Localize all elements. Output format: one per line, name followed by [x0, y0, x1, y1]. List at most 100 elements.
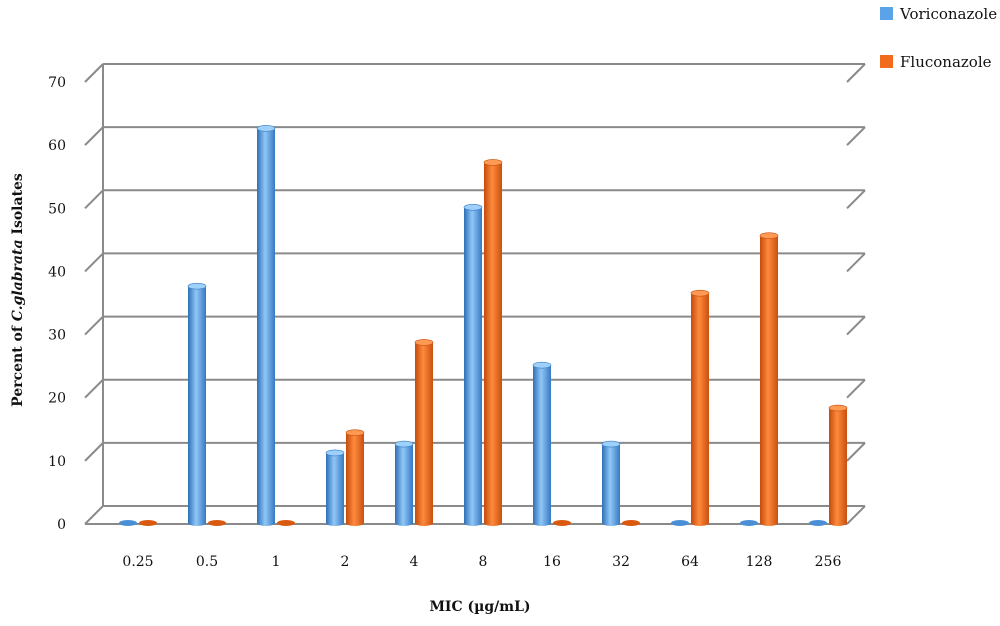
bar-body — [691, 293, 709, 523]
y-axis-title-prefix: Percent of — [10, 321, 26, 407]
bar-fluconazole-16 — [553, 520, 571, 526]
bar-voriconazole-64 — [671, 520, 689, 526]
bar-base — [188, 520, 206, 526]
x-tick-label: 1 — [272, 554, 281, 570]
bar-body — [464, 207, 482, 524]
x-tick-label: 128 — [746, 554, 773, 570]
bar-voriconazole-8 — [463, 203, 483, 526]
bar-fluconazole-0.5 — [208, 520, 226, 526]
bar-top — [463, 203, 483, 211]
bar-zero-cap — [671, 520, 689, 526]
bar-fluconazole-1 — [277, 520, 295, 526]
bar-zero-cap — [119, 520, 137, 526]
bar-zero-cap — [740, 520, 758, 526]
bar-top — [414, 339, 434, 346]
legend-label-voriconazole: Voriconazole — [899, 5, 997, 23]
gridline-diagonal — [84, 442, 104, 462]
bar-voriconazole-2 — [325, 449, 345, 526]
bar-base — [760, 520, 778, 526]
y-tick-label: 70 — [48, 75, 66, 91]
bar-top — [325, 449, 345, 457]
gridline-right-edge — [846, 505, 866, 525]
bar-voriconazole-4 — [394, 440, 414, 526]
bar-zero-cap — [553, 520, 571, 526]
y-tick-label: 40 — [48, 264, 66, 280]
bar-fluconazole-4 — [414, 339, 434, 526]
bars-layer — [119, 125, 848, 526]
bar-base — [691, 520, 709, 526]
bar-top — [759, 232, 779, 239]
gridline-right-edge — [846, 189, 866, 209]
bar-voriconazole-16 — [532, 361, 552, 526]
y-axis-title-suffix: Isolates — [10, 173, 26, 239]
bar-voriconazole-1 — [256, 125, 276, 526]
y-tick-label: 0 — [57, 517, 66, 533]
bar-top — [483, 159, 503, 166]
bar-fluconazole-256 — [828, 404, 848, 526]
legend-label-fluconazole: Fluconazole — [900, 53, 992, 71]
bar-base — [829, 520, 847, 526]
x-tick-label: 256 — [815, 554, 842, 570]
y-axis-title-species: C.glabrata — [10, 239, 26, 321]
bar-base — [326, 520, 344, 526]
bar-voriconazole-0.25 — [119, 520, 137, 526]
x-axis-ticks: 0.25 0.5 1 2 4 8 16 32 64 128 256 — [122, 554, 841, 570]
legend-swatch-voriconazole — [880, 7, 893, 20]
bar-body — [602, 444, 620, 523]
bar-base — [395, 520, 413, 526]
y-tick-label: 10 — [48, 454, 66, 470]
gridline-right-edge — [846, 252, 866, 273]
bar-base — [464, 520, 482, 526]
bar-body — [395, 444, 413, 523]
gridline-diagonal — [84, 315, 104, 336]
gridline-diagonal — [84, 126, 104, 146]
y-axis-ticks: 0 10 20 30 40 50 60 70 — [48, 75, 66, 533]
x-tick-label: 64 — [681, 554, 699, 570]
bar-body — [257, 128, 275, 523]
bar-fluconazole-8 — [483, 159, 503, 526]
bar-fluconazole-0.25 — [139, 520, 157, 526]
y-axis-title: Percent of C.glabrata Isolates — [10, 173, 26, 407]
bar-fluconazole-128 — [759, 232, 779, 526]
bar-top — [345, 429, 365, 437]
x-tick-label: 16 — [543, 554, 561, 570]
bar-body — [533, 365, 551, 523]
bar-base — [346, 520, 364, 526]
y-tick-label: 60 — [48, 138, 66, 154]
gridline-right-edge — [846, 63, 866, 83]
bar-top — [394, 440, 414, 448]
gridline-right-edge — [846, 379, 866, 399]
x-tick-label: 0.5 — [196, 554, 218, 570]
bar-body — [346, 432, 364, 523]
gridline-right-edge — [846, 126, 866, 146]
x-tick-label: 32 — [612, 554, 630, 570]
bar-body — [760, 235, 778, 523]
bar-zero-cap — [809, 520, 827, 526]
bar-zero-cap — [139, 520, 157, 526]
bar-body — [188, 286, 206, 523]
bar-top — [601, 440, 621, 448]
gridline-diagonal — [84, 379, 104, 399]
bar-base — [257, 520, 275, 526]
bar-top — [187, 282, 207, 290]
gridline-diagonal — [84, 189, 104, 209]
y-tick-label: 50 — [48, 201, 66, 217]
bar-top — [532, 361, 552, 369]
bar-body — [415, 342, 433, 523]
bar-voriconazole-256 — [809, 520, 827, 526]
y-tick-label: 20 — [48, 391, 66, 407]
bar-base — [602, 520, 620, 526]
bar-fluconazole-64 — [690, 289, 710, 526]
bar-top — [690, 289, 710, 297]
bar-top — [256, 125, 276, 132]
legend: Voriconazole Fluconazole — [880, 5, 997, 71]
x-tick-label: 2 — [341, 554, 350, 570]
bar-body — [326, 452, 344, 523]
gridline-diagonal — [84, 63, 104, 83]
x-tick-label: 8 — [479, 554, 488, 570]
bar-base — [415, 520, 433, 526]
bar-fluconazole-2 — [345, 429, 365, 526]
bar-top — [828, 404, 848, 412]
bar-voriconazole-128 — [740, 520, 758, 526]
